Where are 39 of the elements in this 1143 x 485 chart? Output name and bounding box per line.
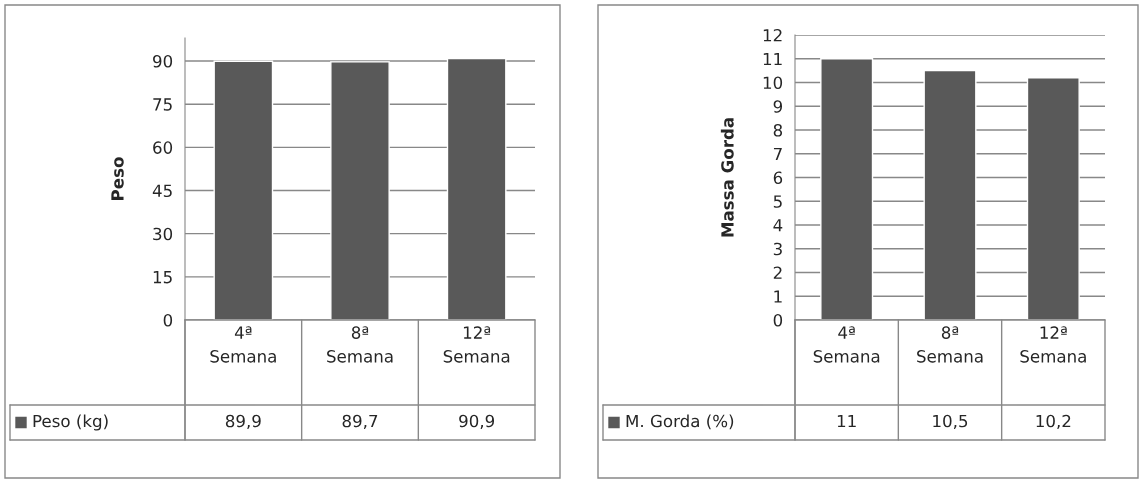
y-tick-label: 45	[152, 184, 172, 198]
y-tick-label: 11	[763, 52, 782, 66]
bar	[820, 58, 874, 320]
x-tick-label: 4ª Semana	[813, 326, 880, 363]
y-tick-label: 6	[773, 171, 783, 185]
y-tick-label: 4	[773, 219, 783, 232]
x-tick-label: 4ª Semana	[210, 326, 276, 363]
y-tick-label: 90	[153, 54, 173, 68]
y-tick-label: 3	[773, 242, 782, 256]
data-label: 90,9	[459, 414, 495, 430]
y-tick-label: 5	[773, 195, 782, 208]
bar	[1026, 77, 1080, 320]
y-tick-label: 8	[773, 123, 783, 137]
y-tick-label: 10	[763, 76, 783, 90]
y-tick-label: 2	[773, 266, 782, 279]
x-tick-label: 12ª Semana	[443, 326, 510, 363]
y-tick-label: 7	[773, 147, 782, 161]
x-tick-label: 12ª Semana	[1020, 326, 1086, 363]
y-axis-title: Peso	[111, 157, 124, 200]
y-tick-label: 0	[773, 313, 783, 327]
y-tick-label: 75	[153, 98, 172, 111]
y-tick-label: 9	[773, 100, 783, 113]
x-tick-label: 8ª Semana	[327, 326, 393, 363]
legend-label: M. Gorda (%)	[626, 414, 734, 430]
y-tick-label: 1	[774, 290, 782, 303]
y-tick-label: 12	[763, 28, 782, 42]
data-label: 11	[837, 414, 856, 428]
data-label: 89,9	[225, 414, 261, 430]
legend-label: Peso (kg)	[33, 414, 108, 431]
y-tick-label: 0	[163, 313, 173, 327]
data-label: 89,7	[342, 414, 378, 430]
y-tick-label: 60	[153, 141, 173, 154]
x-tick-label: 8ª Semana	[917, 326, 983, 363]
data-label: 10,5	[933, 414, 968, 430]
data-label: 10,2	[1036, 414, 1071, 430]
y-tick-label: 30	[153, 227, 173, 241]
bar	[923, 69, 977, 320]
y-tick-label: 15	[153, 271, 172, 284]
y-axis-title: Massa Gorda	[720, 118, 734, 237]
